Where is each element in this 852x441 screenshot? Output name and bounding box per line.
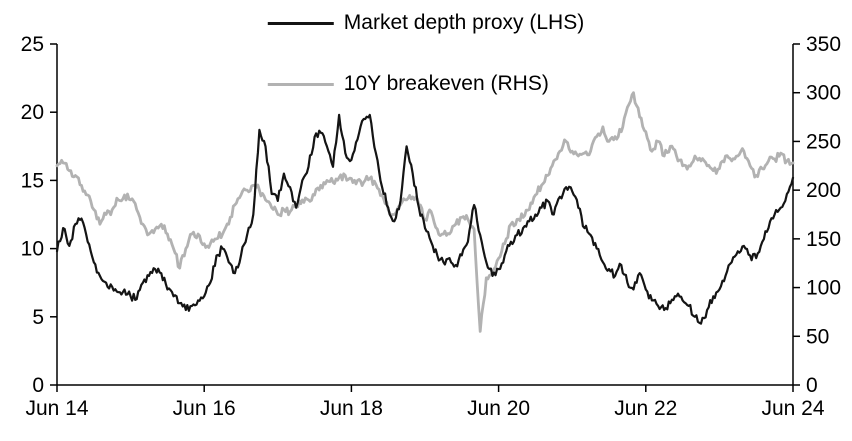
x-axis-tick-label: Jun 20 [467, 397, 530, 420]
legend-label-breakeven: 10Y breakeven (RHS) [343, 72, 549, 95]
legend-item-breakeven: 10Y breakeven (RHS) [267, 72, 549, 96]
right-axis-tick-label: 0 [806, 374, 818, 397]
right-axis-tick-label: 300 [806, 82, 841, 105]
left-axis-tick-label: 20 [21, 101, 44, 124]
right-axis-tick-label: 50 [806, 325, 829, 348]
market-depth-line-swatch [267, 21, 334, 25]
legend-item-market-depth: Market depth proxy (LHS) [267, 11, 585, 35]
chart-legend: Market depth proxy (LHS) 10Y breakeven (… [267, 11, 585, 96]
series-line-breakeven [55, 91, 795, 333]
left-axis-tick-label: 15 [21, 169, 44, 192]
right-axis-tick-label: 350 [806, 33, 841, 56]
x-axis-tick-label: Jun 14 [25, 397, 88, 420]
breakeven-line-swatch [267, 82, 334, 86]
series-line-market-depth [55, 113, 795, 325]
right-axis-tick-label: 150 [806, 228, 841, 251]
left-axis-tick-label: 0 [32, 374, 44, 397]
right-axis-tick-label: 250 [806, 130, 841, 153]
left-axis-tick-label: 5 [32, 306, 44, 329]
x-axis-tick-label: Jun 22 [614, 397, 677, 420]
left-axis-tick-label: 10 [21, 238, 44, 261]
x-axis-tick-label: Jun 18 [320, 397, 383, 420]
right-axis-tick-label: 100 [806, 277, 841, 300]
left-axis-tick-label: 25 [21, 33, 44, 56]
legend-label-market-depth: Market depth proxy (LHS) [343, 11, 585, 34]
right-axis-tick-label: 200 [806, 179, 841, 202]
x-axis-tick-label: Jun 24 [761, 397, 824, 420]
x-axis-tick-label: Jun 16 [173, 397, 236, 420]
